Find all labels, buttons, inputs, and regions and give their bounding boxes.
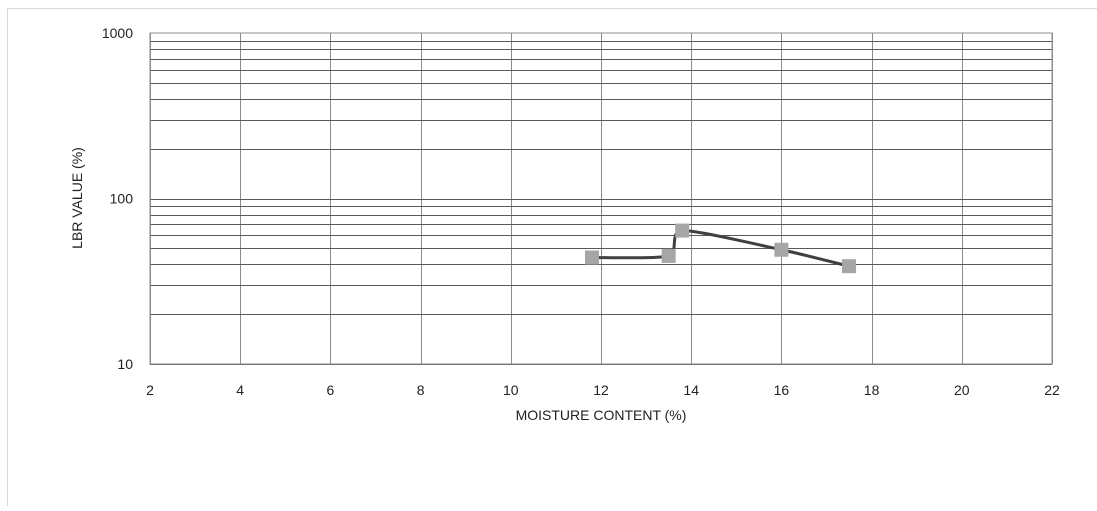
data-series: [584, 223, 857, 274]
data-point-marker: [774, 242, 789, 257]
x-tick-label: 10: [503, 382, 519, 398]
y-tick-label: 100: [110, 191, 134, 207]
gridlines: [150, 33, 1053, 365]
x-tick-label: 12: [593, 382, 609, 398]
y-axis-title: LBR VALUE (%): [69, 147, 85, 249]
x-tick-label: 20: [954, 382, 970, 398]
x-tick-label: 14: [683, 382, 699, 398]
x-tick-label: 16: [774, 382, 790, 398]
x-tick-label: 4: [236, 382, 244, 398]
data-point-marker: [584, 250, 599, 265]
data-point-marker: [842, 259, 857, 274]
x-tick-label: 8: [417, 382, 425, 398]
y-tick-label: 10: [117, 356, 133, 372]
tick-labels: 2 4 6 8 10 12 14 16 18 20 22 10 100 1000: [102, 25, 1060, 398]
x-tick-label: 6: [327, 382, 335, 398]
x-tick-label: 22: [1044, 382, 1060, 398]
y-tick-label: 1000: [102, 25, 133, 41]
data-point-marker: [661, 248, 676, 263]
data-point-marker: [675, 223, 690, 238]
x-tick-label: 2: [146, 382, 154, 398]
x-tick-label: 18: [864, 382, 880, 398]
plot-area-border: [149, 32, 1053, 365]
x-axis-title: MOISTURE CONTENT (%): [516, 407, 687, 423]
